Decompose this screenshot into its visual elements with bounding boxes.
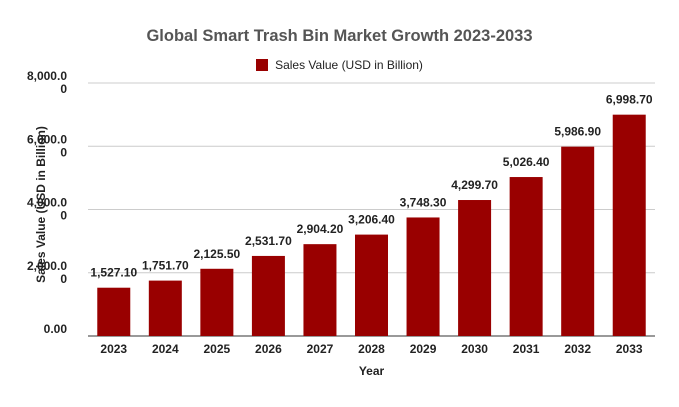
x-tick-label: 2029 [410, 342, 437, 356]
y-tick-label: 0.00 [44, 322, 68, 336]
y-tick-label: 2,000.0 0 [27, 259, 67, 286]
bar [251, 255, 285, 336]
data-label: 1,527.10 [90, 266, 137, 280]
chart-title: Global Smart Trash Bin Market Growth 202… [146, 27, 533, 45]
x-tick-label: 2023 [100, 342, 127, 356]
legend-label: Sales Value (USD in Billion) [275, 58, 423, 72]
data-label: 3,748.30 [400, 195, 447, 209]
legend: Sales Value (USD in Billion) [0, 58, 679, 72]
x-tick-label: 2032 [564, 342, 591, 356]
y-tick-label: 8,000.0 0 [27, 69, 67, 96]
legend-swatch [256, 59, 269, 71]
x-tick-label: 2031 [513, 342, 540, 356]
bar [458, 200, 492, 336]
data-label: 5,026.40 [503, 155, 550, 169]
x-tick-label: 2026 [255, 342, 282, 356]
data-label: 2,904.20 [297, 222, 344, 236]
y-tick-label: 6,000.0 0 [27, 132, 67, 159]
data-label: 6,998.70 [606, 93, 653, 107]
bar [97, 287, 131, 336]
bar [200, 268, 234, 336]
data-label: 2,125.50 [194, 247, 241, 261]
x-tick-label: 2028 [358, 342, 385, 356]
x-tick-label: 2024 [152, 342, 179, 356]
bar [612, 114, 646, 337]
y-tick-label: 4,000.0 0 [27, 196, 67, 223]
bar [406, 217, 440, 336]
data-label: 5,986.90 [554, 125, 601, 139]
bar [148, 280, 182, 336]
x-tick-label: 2033 [616, 342, 643, 356]
bar [303, 244, 337, 336]
y-axis-label: Sales Value (USD in Billion) [34, 126, 48, 283]
data-label: 1,751.70 [142, 259, 189, 273]
x-tick-label: 2027 [307, 342, 334, 356]
data-label: 4,299.70 [451, 178, 498, 192]
data-label: 2,531.70 [245, 234, 292, 248]
x-tick-label: 2030 [461, 342, 488, 356]
bar [561, 146, 595, 336]
bar [509, 177, 543, 336]
x-tick-label: 2025 [204, 342, 231, 356]
data-label: 3,206.40 [348, 213, 395, 227]
bar [355, 234, 388, 336]
x-axis-label: Year [359, 364, 385, 378]
